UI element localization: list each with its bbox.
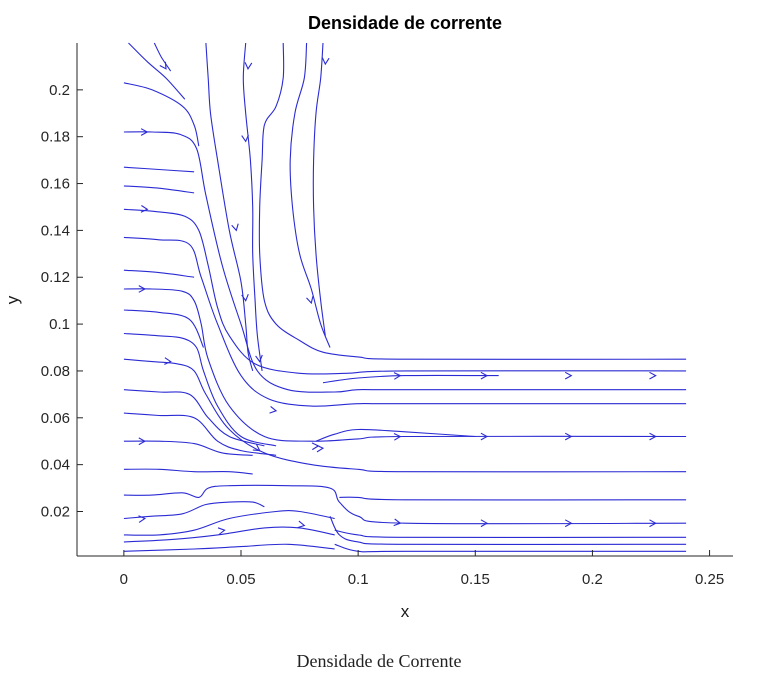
x-tick-label-5: 0.25 [695,571,724,588]
arrowhead-3 [164,357,172,365]
streamline-27 [315,428,476,442]
x-tick-label-0: 0 [120,571,128,588]
ticks: 0 0.05 0.1 0.15 0.2 0.25 0.02 0.04 0.06 0.08 0.1 0.… [41,82,724,588]
x-tick-label-2: 0.1 [348,571,369,588]
arrowhead-26 [564,432,573,441]
streamline-0 [123,82,200,147]
arrowhead-2 [138,285,147,293]
streamline-3 [123,185,195,194]
arrowhead-9 [241,134,249,143]
streamline-24 [258,42,687,360]
x-tick-label-4: 0.2 [582,571,603,588]
streamline-7 [123,288,687,442]
y-tick-label-1: 0.04 [41,457,70,474]
streamline-21 [153,42,172,72]
streamline-31 [334,529,687,539]
arrowhead-23 [649,371,657,380]
arrowhead-12 [306,296,314,305]
y-tick-label-5: 0.12 [41,269,70,286]
plot-area [123,42,687,553]
streamline-11 [123,389,265,447]
x-tick-label-1: 0.05 [226,571,255,588]
x-axis-label: x [401,602,410,621]
y-tick-label-6: 0.14 [41,222,70,239]
arrowhead-30 [564,519,573,528]
y-tick-label-4: 0.1 [49,316,70,333]
streamline-13 [123,440,253,456]
arrowhead-19 [316,444,325,453]
arrowhead-24 [393,433,402,441]
arrowhead-8 [321,57,330,66]
arrowhead-28 [393,518,402,527]
arrowhead-7 [244,62,253,70]
streamline-1 [123,131,687,393]
streamline-20 [128,42,186,100]
y-tick-label-9: 0.2 [49,82,70,99]
y-axis-label: y [3,295,22,304]
streamline-25 [289,42,331,348]
arrowhead-31 [649,519,657,528]
streamline-18 [123,526,335,543]
streamline-28 [322,374,499,384]
figure-caption: Densidade de Corrente [296,651,462,671]
streamline-26 [312,42,326,336]
arrowhead-20 [393,372,402,380]
arrowhead-0 [140,128,149,136]
arrowhead-29 [480,519,489,528]
arrowhead-6 [159,61,167,70]
streamline-29 [329,515,687,546]
streamline-17 [123,510,335,536]
arrowhead-17 [217,527,226,535]
streamline-15 [123,484,687,525]
arrowhead-25 [480,432,489,441]
streamline-2 [123,166,195,173]
streamline-5 [123,236,687,407]
arrowhead-27 [649,432,657,441]
arrowhead-13 [255,354,263,363]
arrowhead-18 [297,520,306,529]
streamline-30 [334,543,687,553]
streamline-6 [123,269,195,278]
streamline-4 [123,208,687,375]
arrowhead-16 [311,442,320,451]
streamline-23 [242,42,263,371]
y-tick-label-0: 0.02 [41,503,70,520]
x-tick-label-3: 0.15 [461,571,490,588]
arrowhead-1 [140,205,149,213]
streamline-12 [123,412,277,456]
arrowhead-10 [231,223,239,232]
streamline-14 [123,468,253,475]
arrowhead-15 [252,444,261,452]
chart-title: Densidade de corrente [308,13,502,33]
streamline-10 [123,358,687,473]
arrowhead-21 [480,371,489,380]
arrowhead-5 [138,515,147,523]
streamline-16 [123,501,265,520]
streamline-22 [205,42,254,372]
y-tick-label-2: 0.06 [41,410,70,427]
arrowhead-11 [241,293,249,302]
arrowhead-4 [138,437,147,446]
streamline-19 [123,543,335,552]
y-tick-label-8: 0.18 [41,129,70,146]
streamline-8 [123,309,205,348]
arrowhead-22 [564,371,573,380]
streamline-9 [123,332,277,447]
streamline-32 [339,496,687,501]
axes [76,43,733,557]
y-tick-label-7: 0.16 [41,176,70,193]
y-tick-label-3: 0.08 [41,363,70,380]
arrowhead-14 [269,405,278,414]
